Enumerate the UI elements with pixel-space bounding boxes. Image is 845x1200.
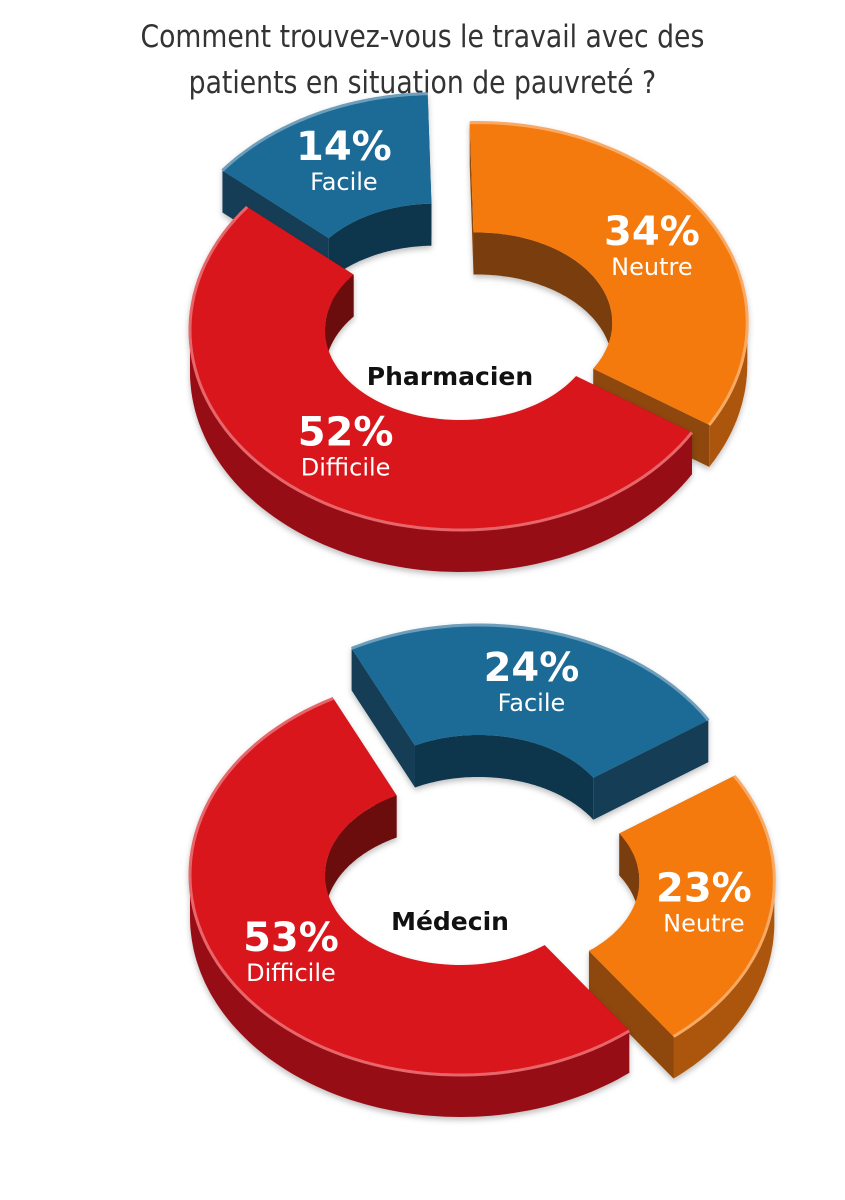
- slice-rim-highlight: [351, 623, 710, 722]
- slice-category-label-difficile: Difficile: [246, 959, 336, 987]
- slice-top-face: [351, 625, 709, 778]
- center-label: Médecin: [391, 907, 509, 936]
- slice-rim-highlight: [188, 205, 694, 532]
- slice-value-label-facile: 14%: [296, 124, 392, 170]
- slice-value-label-neutre: 23%: [656, 865, 752, 911]
- slice-inner-wall: [325, 274, 354, 372]
- slice-category-label-neutre: Neutre: [663, 909, 744, 937]
- center-label: Pharmacien: [367, 362, 533, 391]
- chart-title-line-1: Comment trouvez-vous le travail avec des: [140, 19, 705, 55]
- donut-chart-medecin: 24%Facile 23%Neutre 53%Difficile Médecin: [188, 623, 776, 1117]
- slice-side-wall: [588, 950, 674, 1079]
- slice-category-label-facile: Facile: [310, 168, 378, 196]
- slice-side-wall: [351, 648, 415, 788]
- chart-title: Comment trouvez-vous le travail avec des…: [59, 14, 786, 106]
- slice-category-label-facile: Facile: [498, 689, 566, 717]
- slice-rim-highlight: [672, 774, 776, 1038]
- slice-outer-wall: [190, 330, 692, 572]
- slice-neutre: [588, 774, 776, 1079]
- slice-difficile: [188, 205, 694, 572]
- slice-category-label-difficile: Difficile: [301, 454, 391, 482]
- slice-rim-highlight: [188, 697, 630, 1077]
- slice-value-label-neutre: 34%: [604, 209, 700, 255]
- slice-category-label-neutre: Neutre: [611, 253, 692, 281]
- slice-value-label-difficile: 52%: [298, 410, 394, 456]
- slice-top-face: [222, 93, 432, 239]
- slice-rim-highlight: [469, 120, 749, 426]
- slice-difficile: [188, 697, 630, 1117]
- slice-outer-wall: [709, 322, 748, 467]
- slice-top-face: [588, 775, 775, 1037]
- slice-top-face: [469, 122, 748, 425]
- slice-outer-wall: [190, 875, 630, 1117]
- slice-inner-wall: [415, 735, 594, 820]
- slice-side-wall: [593, 720, 709, 820]
- slice-inner-wall: [325, 795, 397, 917]
- slice-top-face: [190, 206, 692, 530]
- slice-value-label-facile: 24%: [484, 645, 580, 691]
- slice-rim-highlight: [221, 92, 428, 172]
- slice-top-face: [190, 698, 630, 1075]
- slice-side-wall: [469, 122, 474, 275]
- slice-outer-wall: [673, 880, 775, 1079]
- slice-inner-wall: [473, 232, 613, 365]
- slice-value-label-difficile: 53%: [243, 915, 339, 961]
- slice-inner-wall: [328, 203, 432, 281]
- slice-facile: [351, 623, 710, 820]
- donut-chart-pharmacien: 14%Facile 34%Neutre 52%Difficile Pharmacien: [188, 92, 749, 572]
- slice-inner-wall: [619, 833, 640, 923]
